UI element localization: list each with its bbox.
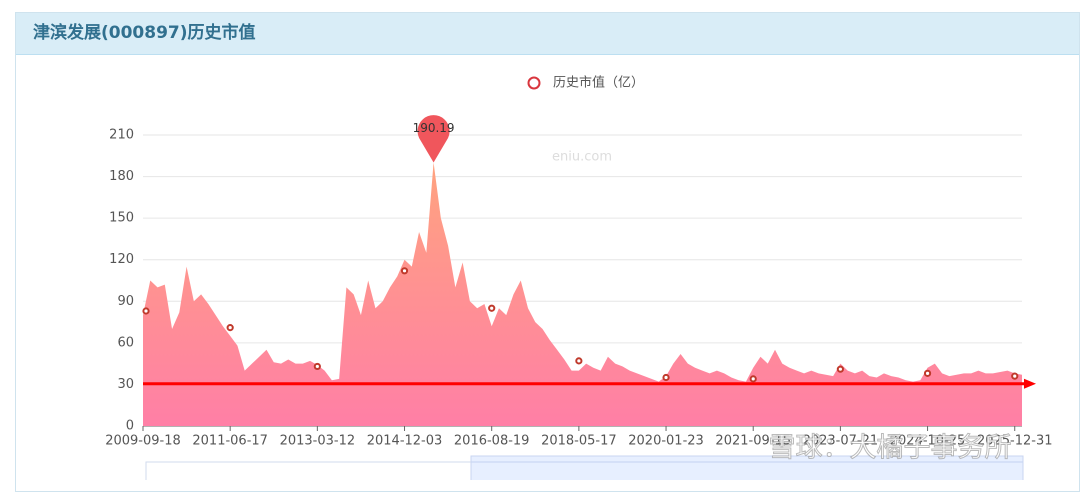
x-tick-label: 2021-09-15 <box>715 434 791 449</box>
y-tick-label: 60 <box>117 335 134 350</box>
page: 津滨发展(000897)历史市值 eniu.com 历史市值（亿） 0 30 60 9… <box>15 12 1080 492</box>
x-tick-label: 2023-07-21 <box>803 434 879 449</box>
mark-point <box>836 365 844 373</box>
mark-point <box>313 362 321 371</box>
mark-point <box>662 373 670 382</box>
x-tick-label: 2013-03-12 <box>280 434 356 449</box>
x-tick-label: 2009-09-18 <box>105 434 181 449</box>
legend-icon <box>527 76 541 90</box>
panel: 津滨发展(000897)历史市值 <box>15 12 1080 492</box>
y-tick-label: 90 <box>117 294 134 309</box>
y-tick-label: 210 <box>109 128 134 143</box>
x-tick-label: 2011-06-17 <box>192 434 268 449</box>
legend-label: 历史市值（亿） <box>553 75 644 91</box>
mark-point <box>575 357 583 365</box>
mark-point <box>142 307 150 315</box>
mark-point <box>400 267 409 275</box>
mark-point <box>749 375 757 383</box>
y-tick-label: 150 <box>109 211 134 226</box>
y-tick-label: 180 <box>109 169 134 184</box>
y-tick-label: 120 <box>109 252 134 267</box>
x-tick-label: 2024-10-25 <box>890 434 966 449</box>
panel-title: 津滨发展(000897)历史市值 <box>16 13 1079 55</box>
zoom-window[interactable] <box>470 455 1024 480</box>
chart: eniu.com 历史市值（亿） 0 30 60 90 120 150 180 210 2009… <box>105 75 1053 480</box>
mark-point <box>226 324 234 332</box>
x-tick-label: 2014-12-03 <box>367 434 443 449</box>
peak-label: 190.19 <box>413 121 455 135</box>
watermark: 雪球：大橘子事务所 <box>769 433 1012 464</box>
mark-point <box>923 369 932 377</box>
peak-pin <box>417 115 450 163</box>
x-tick-label: 2025-12-31 <box>977 434 1053 449</box>
x-tick-label: 2016-08-19 <box>454 434 530 449</box>
area <box>143 162 1022 427</box>
watermark: eniu.com <box>552 150 612 165</box>
y-tick-label: 0 <box>126 419 134 434</box>
mark-point <box>1011 372 1019 380</box>
y-tick-label: 30 <box>117 377 134 392</box>
mark-point <box>488 304 496 312</box>
mark-line-arrow <box>1024 378 1036 389</box>
x-tick-label: 2018-05-17 <box>541 434 617 449</box>
x-tick-label: 2020-01-23 <box>628 434 704 449</box>
